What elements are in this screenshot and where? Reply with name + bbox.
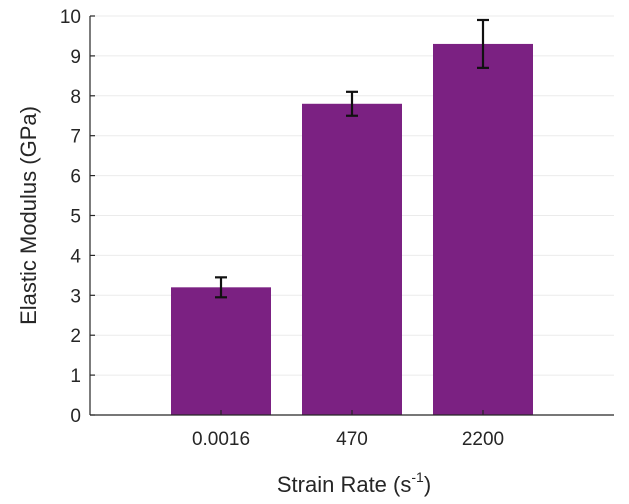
y-tick-label: 10 — [60, 7, 81, 28]
y-tick-label: 7 — [70, 127, 81, 148]
y-axis-title: Elastic Modulus (GPa) — [16, 106, 41, 325]
y-tick-label: 3 — [70, 286, 81, 307]
y-tick-label: 5 — [70, 207, 81, 228]
bar — [302, 103, 402, 415]
x-tick-label: 470 — [336, 429, 368, 450]
y-tick-label: 0 — [70, 406, 81, 427]
bar — [171, 287, 271, 415]
error-bars — [215, 18, 489, 299]
x-tick-label: 2200 — [462, 429, 504, 450]
bars — [171, 43, 533, 416]
x-tick-label: 0.0016 — [192, 429, 250, 450]
y-tick-label: 4 — [70, 246, 81, 267]
y-tick-label: 9 — [70, 47, 81, 68]
x-axis-title: Strain Rate (s-1) — [277, 469, 431, 497]
y-tick-label: 8 — [70, 87, 81, 108]
bar — [433, 43, 533, 416]
y-tick-label: 1 — [70, 366, 81, 387]
y-tick-label: 2 — [70, 326, 81, 347]
y-tick-labels: 0 1 2 3 4 5 6 7 8 9 10 — [60, 7, 95, 427]
x-tick-labels: 0.0016 470 2200 — [192, 410, 504, 450]
y-tick-label: 6 — [70, 167, 81, 188]
